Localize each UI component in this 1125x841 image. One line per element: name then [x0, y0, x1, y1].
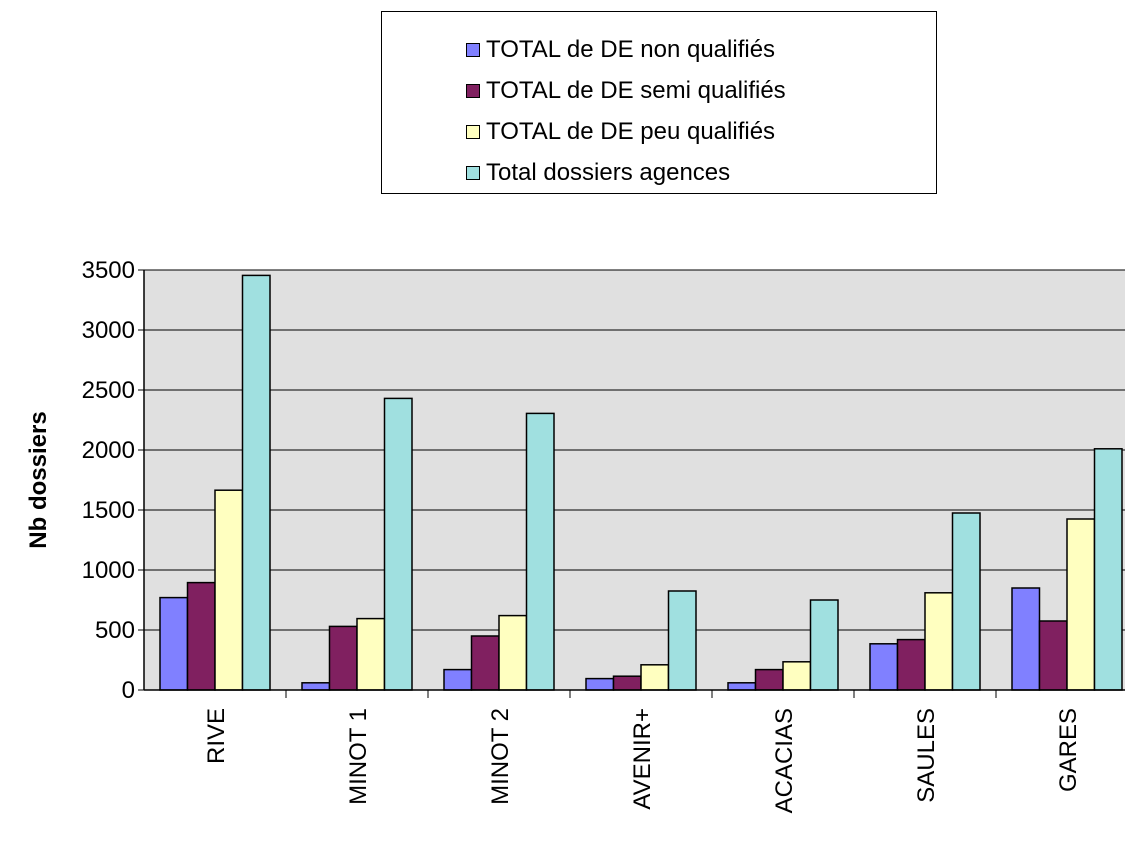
legend-swatch — [466, 125, 480, 139]
bar — [896, 638, 926, 691]
x-tick-label: SAULES — [913, 708, 940, 803]
bar — [241, 274, 271, 691]
bar — [186, 581, 216, 691]
bar — [356, 617, 386, 691]
legend-swatch — [466, 166, 480, 180]
x-tick-label: RIVE — [203, 708, 230, 764]
bar — [328, 625, 358, 691]
bar — [1038, 620, 1068, 691]
bar — [585, 677, 615, 691]
bar — [498, 614, 528, 691]
bar — [383, 397, 413, 691]
bar — [809, 599, 839, 691]
x-tick-label: AVENIR+ — [629, 708, 656, 810]
y-tick-label: 3000 — [82, 317, 135, 344]
legend-item: TOTAL de DE non qualifiés — [466, 35, 775, 65]
gridlines — [138, 269, 1125, 691]
bar — [782, 661, 812, 691]
bar — [727, 682, 757, 691]
y-tick-label: 2000 — [82, 437, 135, 464]
bar — [1066, 518, 1096, 691]
y-tick-label: 0 — [122, 677, 135, 704]
axes — [143, 270, 1125, 698]
bar — [214, 489, 244, 691]
legend-label: TOTAL de DE non qualifiés — [486, 36, 776, 63]
legend-label: Total dossiers agences — [486, 159, 731, 186]
legend-swatch — [466, 84, 480, 98]
x-tick-label: MINOT 2 — [487, 708, 514, 805]
chart-legend: TOTAL de DE non qualifiés TOTAL de DE se… — [381, 11, 937, 194]
bars — [159, 274, 1123, 691]
legend-item: TOTAL de DE peu qualifiés — [466, 117, 775, 147]
bar — [1011, 587, 1041, 691]
bar — [754, 668, 784, 691]
bar — [301, 682, 331, 691]
bar — [1093, 448, 1123, 691]
y-axis-label: Nb dossiers — [25, 411, 52, 548]
bar — [470, 635, 500, 691]
legend-item: Total dossiers agences — [466, 158, 730, 188]
x-tick-label: MINOT 1 — [345, 708, 372, 805]
bar — [640, 664, 670, 691]
y-tick-label: 500 — [95, 617, 135, 644]
bar — [924, 592, 954, 691]
y-tick-label: 3500 — [82, 257, 135, 284]
y-tick-label: 1500 — [82, 497, 135, 524]
legend-label: TOTAL de DE semi qualifiés — [486, 77, 786, 104]
bar — [869, 643, 899, 691]
x-tick-label: GARES — [1055, 708, 1082, 792]
bar — [443, 668, 473, 691]
bar — [612, 675, 642, 691]
bar — [159, 596, 189, 691]
x-tick-label: ACACIAS — [771, 708, 798, 813]
legend-item: TOTAL de DE semi qualifiés — [466, 76, 786, 106]
legend-label: TOTAL de DE peu qualifiés — [486, 118, 776, 145]
bar — [951, 512, 981, 691]
x-tick-labels: RIVE MINOT 1 MINOT 2 AVENIR+ ACACIAS SAULES GA… — [203, 708, 1082, 813]
bar — [667, 590, 697, 691]
y-tick-labels: 0 500 1000 1500 2000 2500 3000 3500 — [82, 257, 135, 704]
bar — [525, 412, 555, 691]
legend-swatch — [466, 43, 480, 57]
y-tick-label: 2500 — [82, 377, 135, 404]
y-tick-label: 1000 — [82, 557, 135, 584]
